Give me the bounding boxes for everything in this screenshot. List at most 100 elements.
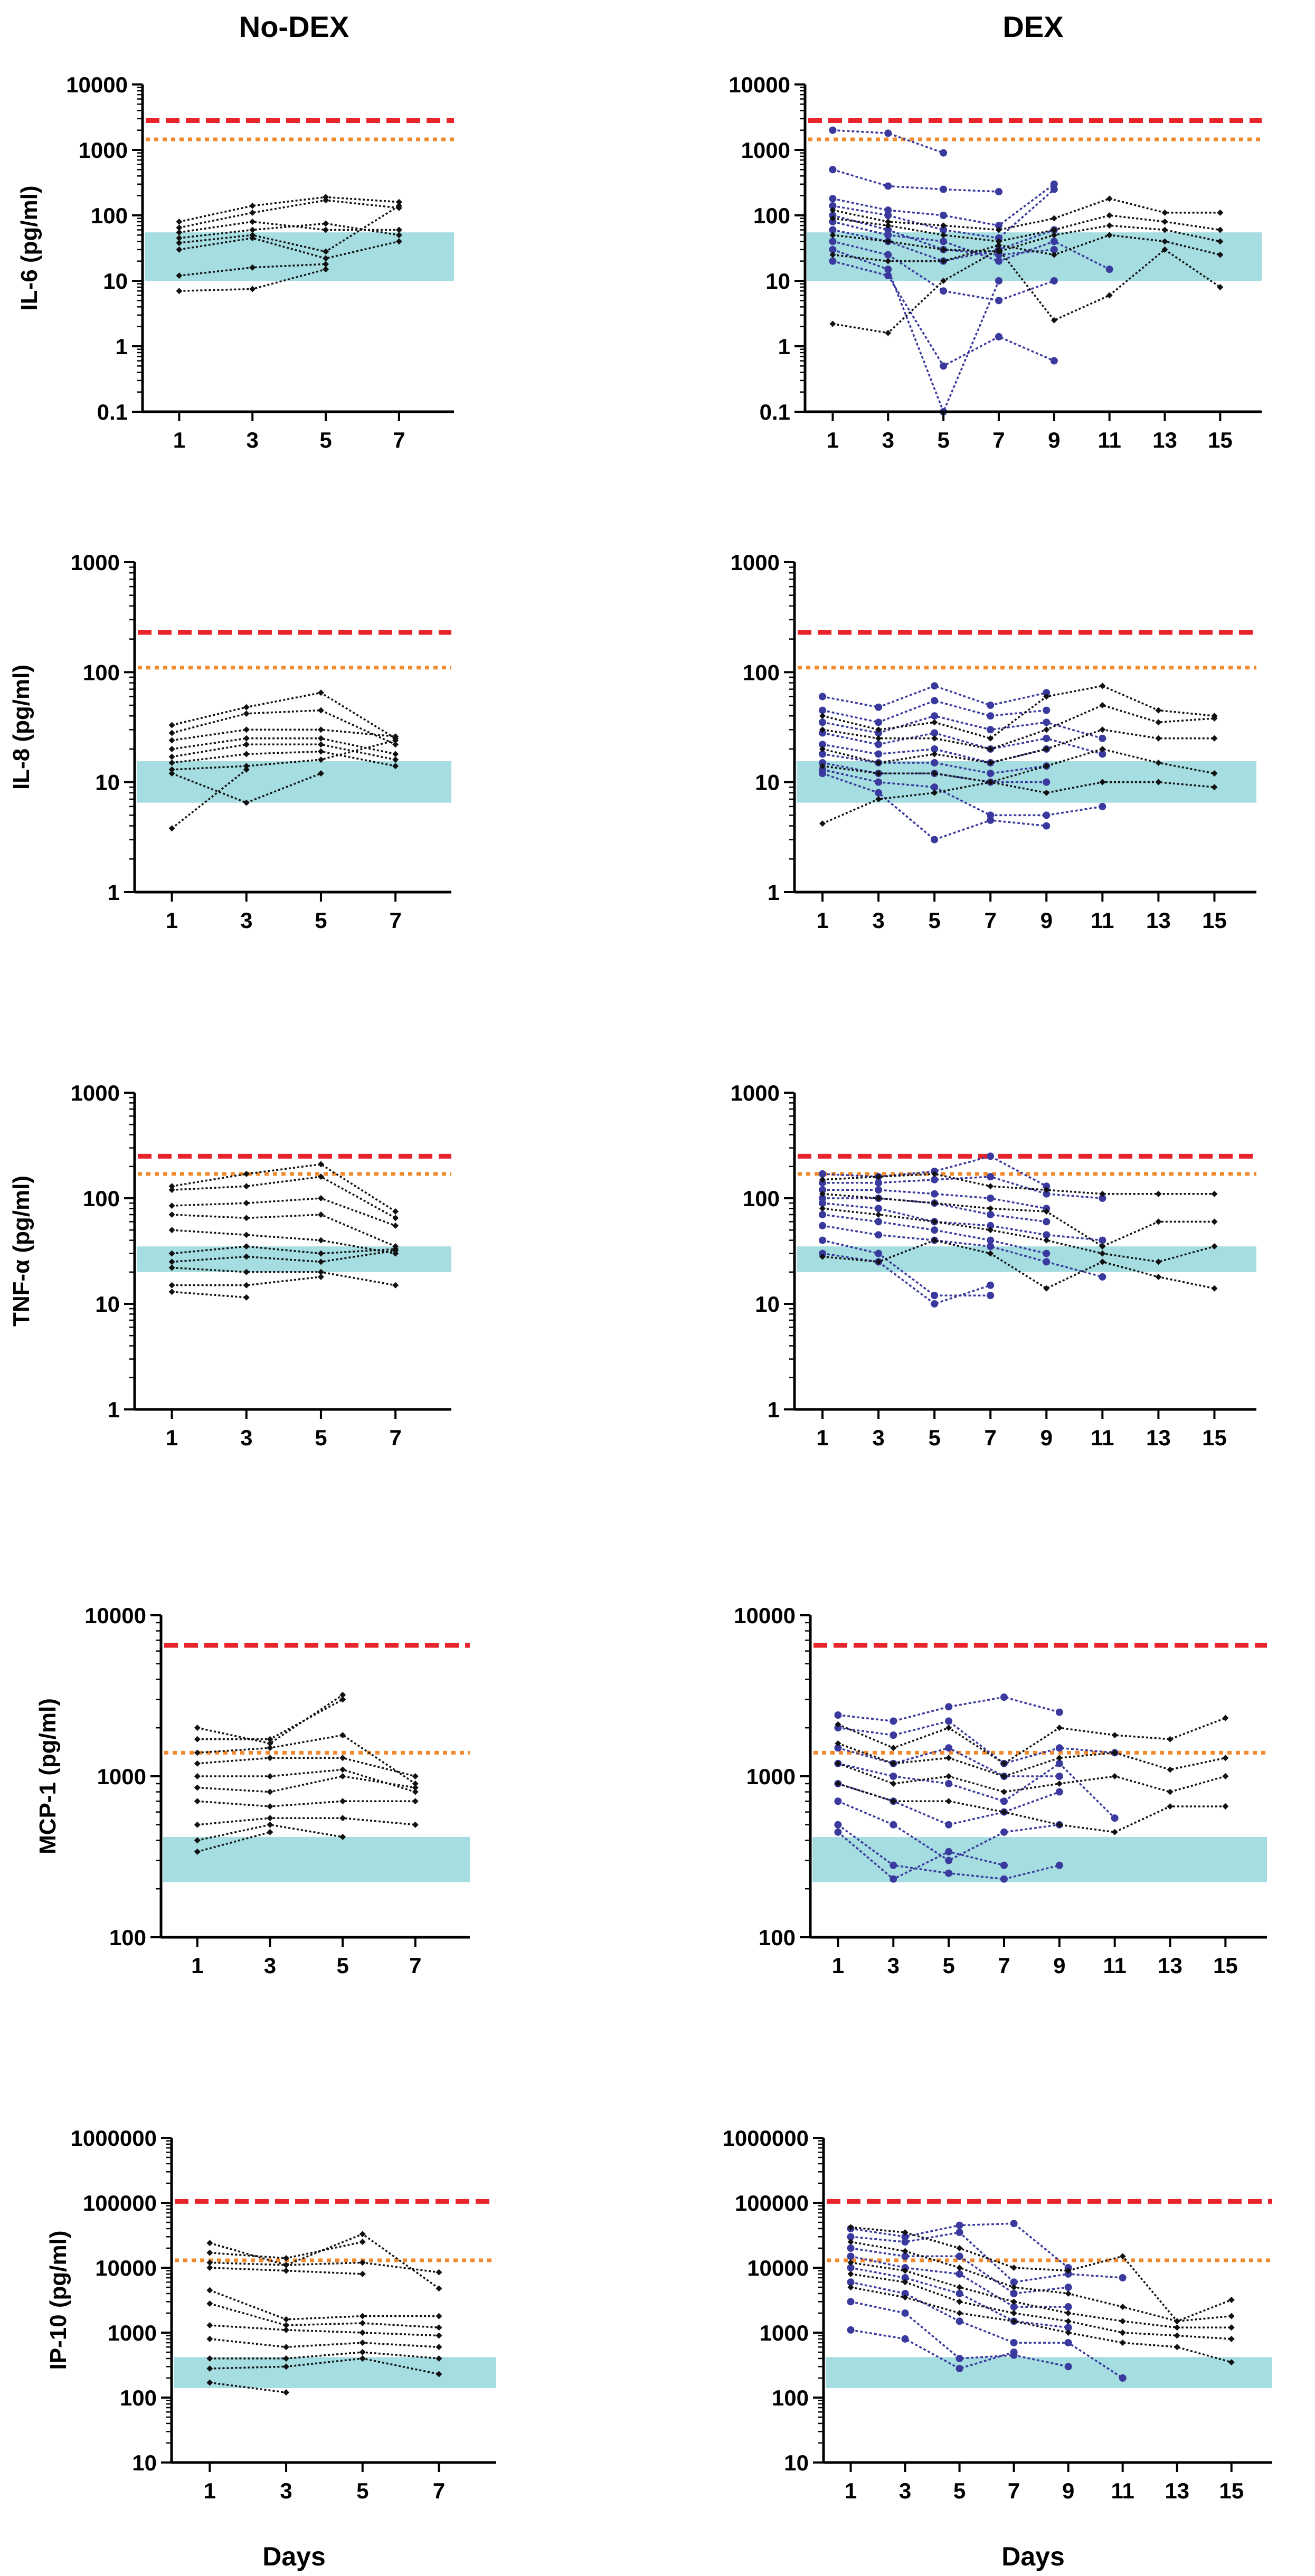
data-point <box>1161 209 1168 216</box>
data-point <box>945 1798 952 1805</box>
data-point <box>339 1766 346 1773</box>
panel-6: 100 1000 10000 1 3 5 7 MCP-1 (pg/ml) <box>35 1603 470 1978</box>
series-8 <box>168 766 250 832</box>
data-point <box>436 2355 442 2362</box>
data-point <box>339 1833 346 1840</box>
x-tick-label: 5 <box>928 1425 940 1450</box>
data-point <box>995 257 1002 265</box>
series-line <box>172 1176 396 1219</box>
data-point <box>1043 811 1051 819</box>
data-point <box>243 1243 250 1250</box>
data-point <box>1161 226 1168 233</box>
data-point <box>267 1736 273 1742</box>
data-point <box>829 126 837 134</box>
data-point <box>317 1273 324 1280</box>
x-tick-label: 5 <box>315 1425 327 1450</box>
data-point <box>317 1268 324 1275</box>
x-tick-label: 5 <box>953 2478 966 2503</box>
y-tick-label: 10000 <box>66 72 128 97</box>
series-7 <box>819 765 1106 819</box>
data-point <box>317 756 324 763</box>
data-point <box>890 1798 897 1805</box>
series-line <box>822 1189 1047 1210</box>
data-point <box>243 710 250 717</box>
series-1 <box>206 2239 366 2262</box>
y-tick-label: 1000 <box>71 1081 120 1105</box>
data-point <box>243 799 250 806</box>
data-point <box>931 697 939 705</box>
data-point <box>1051 251 1057 258</box>
data-point <box>987 1195 995 1202</box>
data-point <box>206 2355 213 2362</box>
x-tick-label: 7 <box>1008 2478 1020 2503</box>
data-point <box>267 1815 273 1822</box>
data-point <box>1050 185 1058 193</box>
x-tick-label: 15 <box>1202 908 1227 933</box>
series-6 <box>176 261 329 279</box>
series-2 <box>819 712 1106 742</box>
series-line <box>210 2381 287 2394</box>
data-point <box>1010 2318 1017 2325</box>
data-point <box>243 704 250 711</box>
y-tick-label: 0.1 <box>97 400 128 424</box>
data-point <box>945 1848 953 1855</box>
series-line <box>822 1239 991 1296</box>
series-2 <box>194 1732 419 1787</box>
data-point <box>283 2389 290 2396</box>
y-tick-label: 100 <box>753 203 790 228</box>
series-line <box>822 781 1215 825</box>
column-title-no-dex: No-DEX <box>239 10 349 43</box>
data-point <box>1010 2278 1018 2286</box>
data-point <box>995 242 1002 249</box>
y-axis-title: MCP-1 (pg/ml) <box>35 1698 61 1854</box>
data-point <box>875 750 883 758</box>
data-point <box>875 1205 883 1213</box>
data-point <box>902 2248 909 2255</box>
series-6 <box>847 2298 1072 2371</box>
data-point <box>931 751 938 757</box>
data-point <box>1043 1231 1051 1239</box>
y-tick-label: 10 <box>95 770 120 795</box>
data-point <box>835 1760 841 1767</box>
data-point <box>1119 2274 1127 2282</box>
x-tick-label: 15 <box>1219 2478 1244 2503</box>
data-point <box>323 197 329 204</box>
data-point <box>267 1803 273 1810</box>
x-tick-label: 13 <box>1152 428 1177 452</box>
data-point <box>1064 2363 1072 2371</box>
normal-range-band <box>826 2357 1272 2389</box>
series-12 <box>819 1237 1218 1292</box>
data-point <box>847 2326 855 2334</box>
data-point <box>1211 1218 1218 1225</box>
data-point <box>1043 1208 1050 1215</box>
data-point <box>1111 1773 1118 1779</box>
data-point <box>875 718 883 726</box>
data-point <box>206 2240 213 2247</box>
data-point <box>267 1821 273 1828</box>
series-line <box>850 2286 1232 2363</box>
data-point <box>323 255 329 262</box>
series-line <box>172 692 396 740</box>
series-5 <box>206 2300 442 2331</box>
data-point <box>436 2344 442 2351</box>
x-tick-label: 13 <box>1146 1425 1171 1450</box>
series-4 <box>194 1766 419 1795</box>
data-point <box>1065 2309 1072 2316</box>
data-point <box>267 1788 273 1795</box>
x-tick-label: 1 <box>166 1425 178 1450</box>
x-label-days-left: Days <box>262 2542 326 2571</box>
data-point <box>176 288 183 295</box>
data-point <box>1119 2374 1127 2382</box>
column-title-dex: DEX <box>1002 10 1063 43</box>
data-point <box>819 1199 827 1207</box>
data-point <box>339 1696 346 1703</box>
data-point <box>339 1773 346 1779</box>
data-point <box>1043 734 1051 742</box>
y-tick-label: 100 <box>772 2385 809 2410</box>
x-tick-label: 1 <box>191 1953 203 1978</box>
data-point <box>945 1779 953 1787</box>
series-7 <box>834 1828 1008 1883</box>
data-point <box>317 1250 324 1257</box>
